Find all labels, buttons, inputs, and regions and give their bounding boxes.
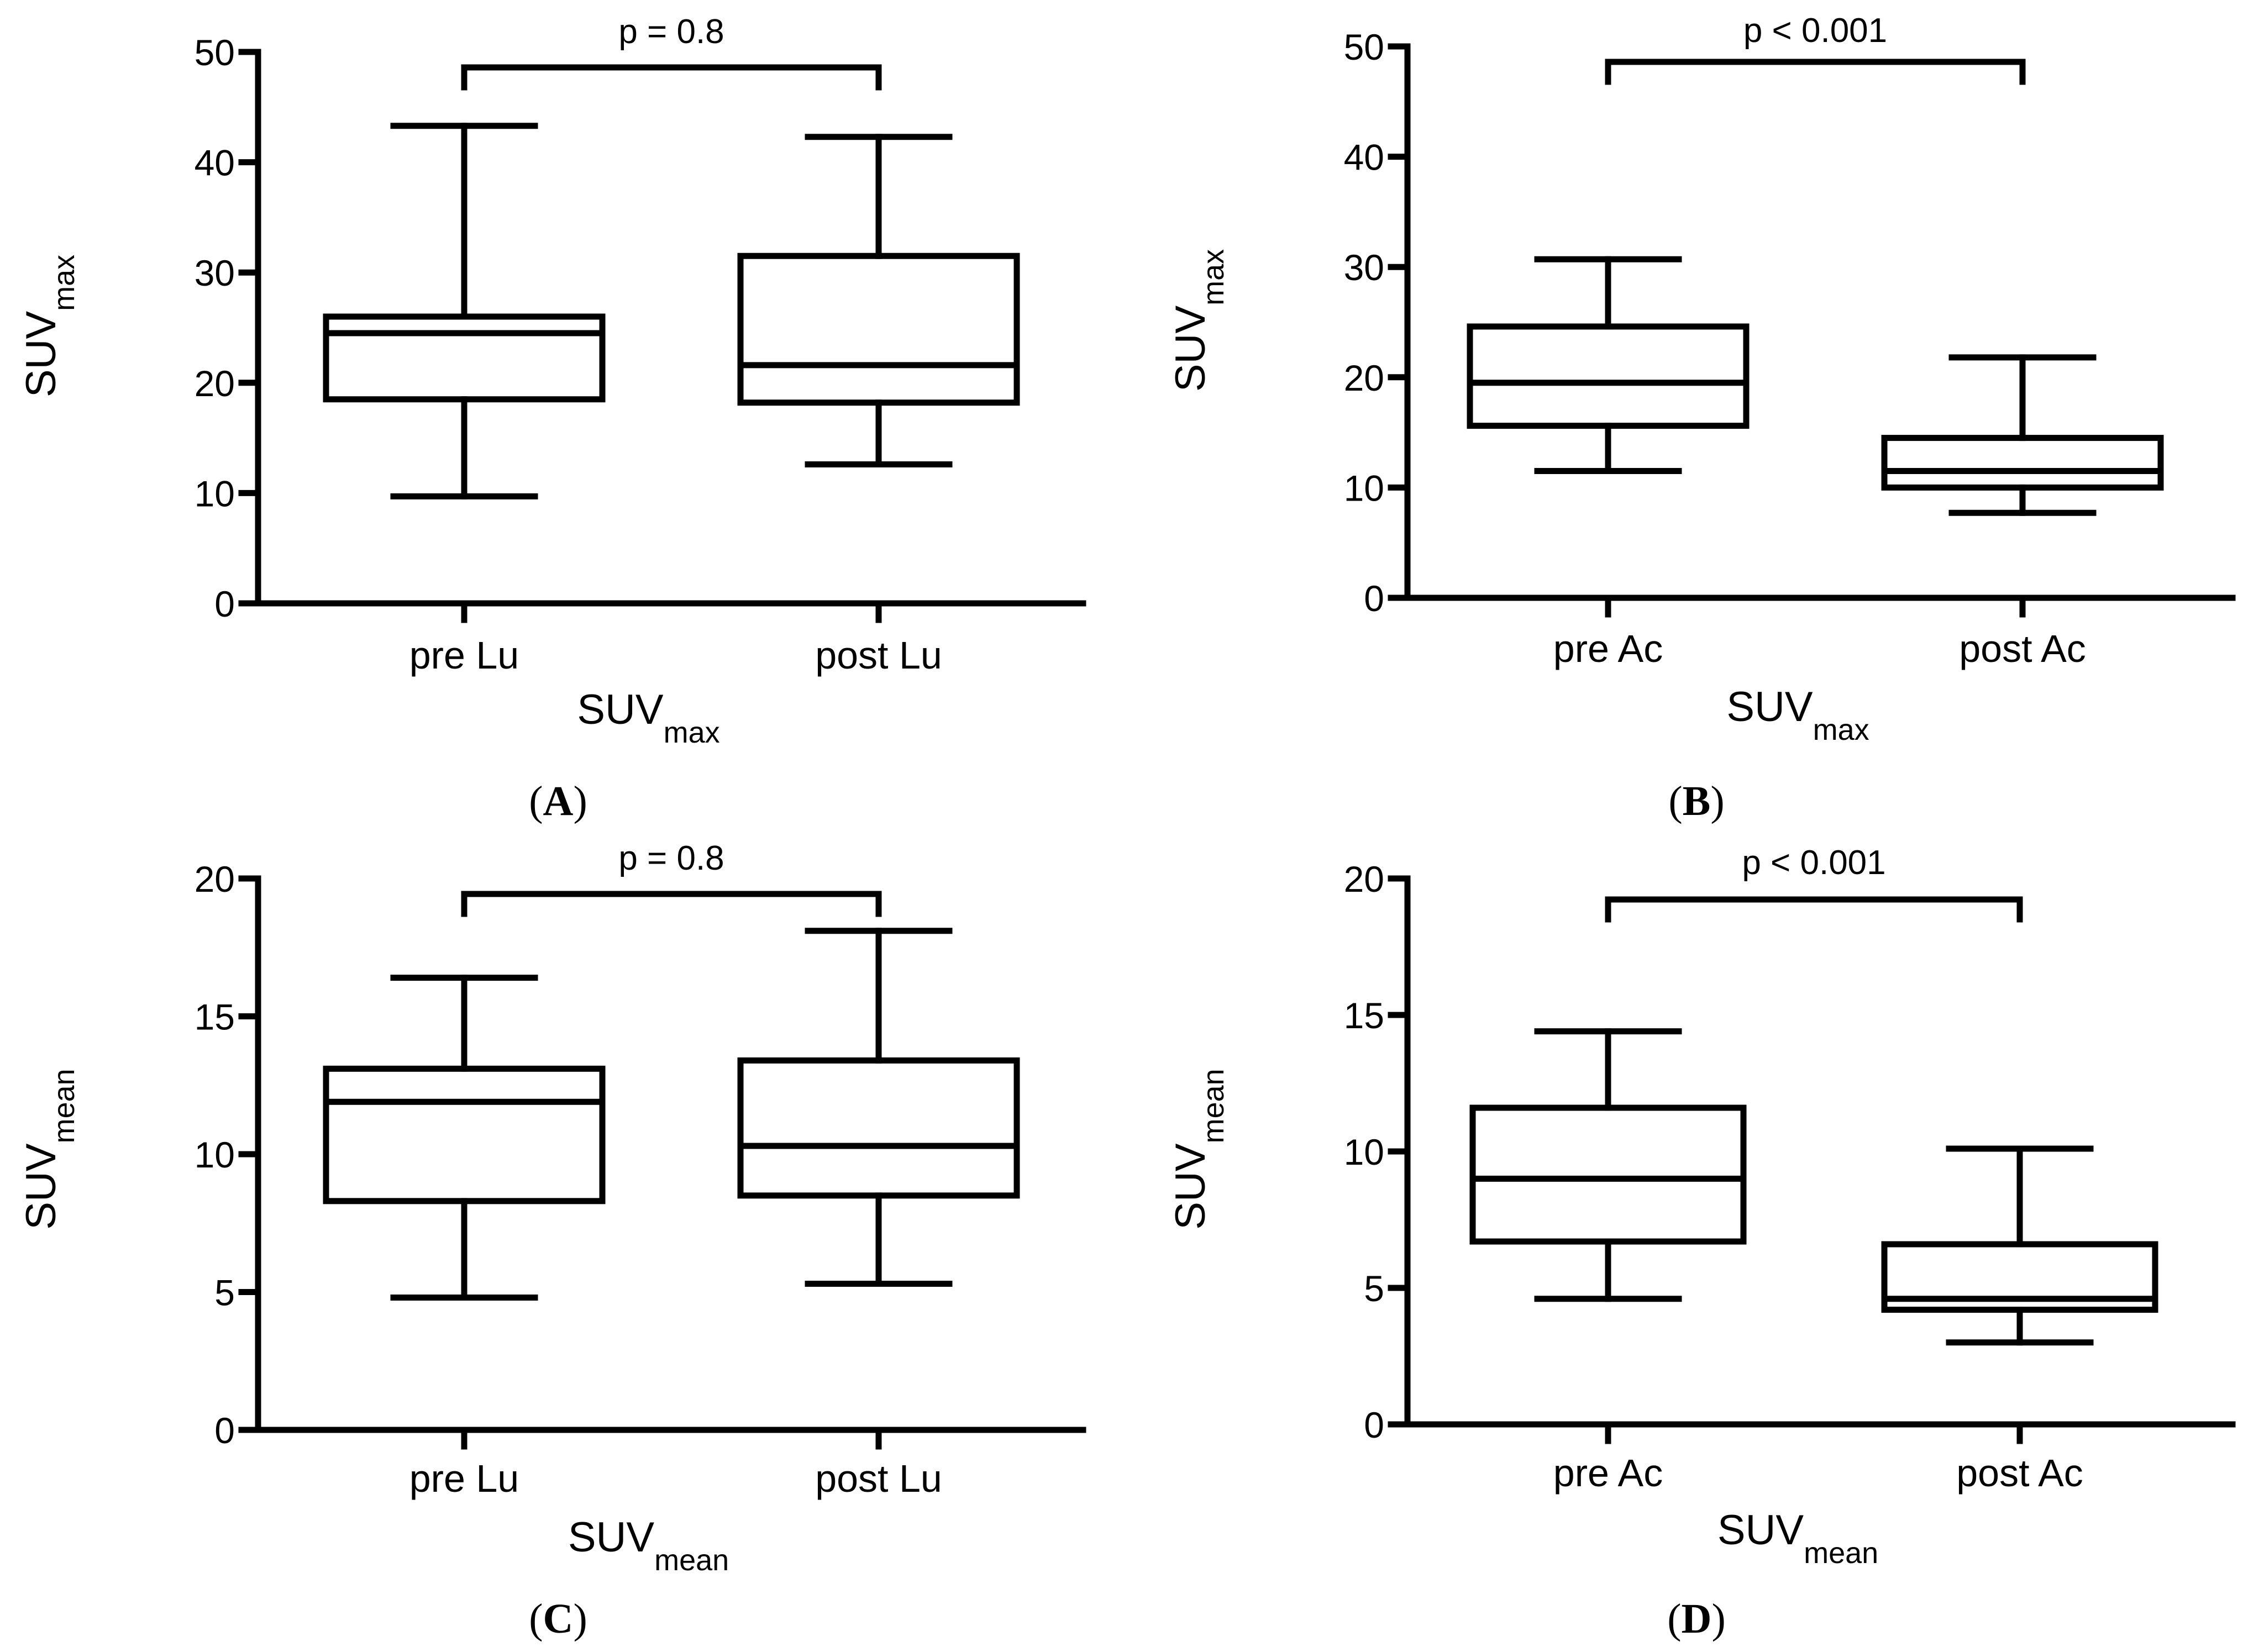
- x-tick-label: post Ac: [1959, 627, 2086, 670]
- y-axis-title: SUVmean: [1167, 1069, 1230, 1229]
- y-tick-label: 30: [1344, 247, 1384, 288]
- y-axis-title-sub: mean: [48, 1069, 81, 1143]
- panel-label: (D): [1667, 1596, 1726, 1642]
- panel-label-letter: C: [543, 1596, 574, 1642]
- x-tick-label: post Ac: [1956, 1451, 2083, 1495]
- panel-label-open: (: [1668, 778, 1682, 824]
- box-plot-2: [737, 134, 1020, 468]
- p-value-label: p < 0.001: [1743, 12, 1887, 50]
- panel-label-close: ): [573, 1596, 587, 1642]
- x-axis-title: SUVmax: [1726, 683, 1869, 746]
- y-tick-label: 10: [195, 1134, 235, 1175]
- y-tick-label: 0: [214, 583, 235, 624]
- y-axis-title: SUVmax: [18, 255, 81, 397]
- panel-label: (B): [1668, 778, 1724, 824]
- significance-bracket: p < 0.001: [1605, 844, 2023, 923]
- significance-bracket: p = 0.8: [461, 839, 882, 917]
- box-plot-2: [1881, 1145, 2158, 1346]
- y-tick-label: 50: [195, 32, 235, 73]
- panel-label: (A): [529, 778, 587, 824]
- y-tick-label: 20: [1344, 357, 1384, 398]
- x-axis-title-sub: mean: [654, 1544, 729, 1577]
- y-axis-title-main: SUV: [18, 1143, 65, 1230]
- y-tick-label: 5: [1364, 1268, 1384, 1309]
- x-axis-title-sub: mean: [1804, 1537, 1878, 1570]
- panel-label-letter: B: [1683, 778, 1711, 824]
- box-iqr: [323, 1065, 606, 1204]
- panel-label-letter: D: [1682, 1596, 1712, 1642]
- y-tick-label: 20: [195, 859, 235, 899]
- x-axis-title-main: SUV: [1726, 683, 1813, 730]
- box-plot-2: [737, 928, 1020, 1287]
- p-value-label: p = 0.8: [618, 13, 724, 51]
- y-tick-label: 0: [1364, 578, 1384, 619]
- panel-label-open: (: [529, 778, 543, 824]
- y-axis-title-sub: max: [48, 255, 81, 311]
- y-tick-label: 40: [195, 143, 235, 183]
- panel-label-letter: A: [543, 778, 574, 824]
- y-axis-title-sub: max: [1197, 249, 1230, 306]
- y-tick-label: 0: [1364, 1404, 1384, 1445]
- x-axis-title-sub: max: [664, 716, 720, 749]
- panel-label-open: (: [1667, 1596, 1681, 1642]
- x-axis-title: SUVmean: [568, 1514, 729, 1577]
- x-tick-label: pre Ac: [1553, 627, 1663, 670]
- y-axis-title-main: SUV: [1167, 1143, 1214, 1230]
- y-tick-label: 5: [214, 1272, 235, 1313]
- y-tick-label: 40: [1344, 137, 1384, 178]
- p-value-label: p < 0.001: [1742, 844, 1885, 882]
- box-iqr: [1469, 1104, 1747, 1245]
- y-tick-label: 30: [195, 252, 235, 293]
- x-axis-title-main: SUV: [577, 686, 664, 733]
- panel-label: (C): [529, 1596, 587, 1642]
- panel-label-close: ): [1711, 1596, 1725, 1642]
- y-tick-label: 20: [1344, 859, 1384, 899]
- y-tick-label: 50: [1344, 27, 1384, 67]
- box-iqr: [1467, 323, 1750, 429]
- significance-bracket: p = 0.8: [461, 13, 882, 91]
- panel-label-open: (: [529, 1596, 543, 1642]
- box-plot-1: [323, 975, 606, 1301]
- x-axis-title: SUVmax: [577, 686, 719, 749]
- y-axis-title-main: SUV: [1167, 306, 1214, 392]
- y-axis-title: SUVmean: [18, 1069, 81, 1229]
- x-tick-label: pre Lu: [409, 634, 519, 677]
- y-axis-title-sub: mean: [1197, 1069, 1230, 1143]
- x-tick-label: post Lu: [815, 634, 942, 677]
- box-iqr: [1881, 435, 2164, 491]
- x-tick-label: post Lu: [815, 1457, 942, 1500]
- box-iqr: [323, 313, 606, 403]
- y-tick-label: 15: [195, 997, 235, 1038]
- panel-label-close: ): [573, 778, 587, 824]
- x-axis-title-main: SUV: [568, 1514, 655, 1561]
- y-tick-label: 10: [1344, 467, 1384, 508]
- x-axis-title-main: SUV: [1717, 1507, 1804, 1554]
- y-axis-title-main: SUV: [18, 311, 65, 398]
- y-tick-label: 15: [1344, 995, 1384, 1036]
- p-value-label: p = 0.8: [618, 839, 724, 877]
- x-axis-title-sub: max: [1813, 713, 1869, 746]
- significance-bracket: p < 0.001: [1605, 12, 2026, 85]
- box-iqr: [737, 252, 1020, 406]
- panel-label-close: ): [1710, 778, 1724, 824]
- box-plot-1: [1467, 256, 1750, 474]
- box-iqr: [737, 1057, 1020, 1199]
- y-tick-label: 20: [195, 363, 235, 404]
- x-axis-title: SUVmean: [1717, 1507, 1878, 1570]
- x-tick-label: pre Lu: [409, 1457, 519, 1500]
- y-axis-title: SUVmax: [1167, 249, 1230, 392]
- box-plot-1: [1469, 1028, 1747, 1302]
- y-tick-label: 10: [1344, 1132, 1384, 1172]
- y-tick-label: 0: [214, 1410, 235, 1451]
- x-tick-label: pre Ac: [1553, 1451, 1663, 1495]
- box-plot-1: [323, 123, 606, 499]
- box-plot-2: [1881, 354, 2164, 516]
- y-tick-label: 10: [195, 473, 235, 514]
